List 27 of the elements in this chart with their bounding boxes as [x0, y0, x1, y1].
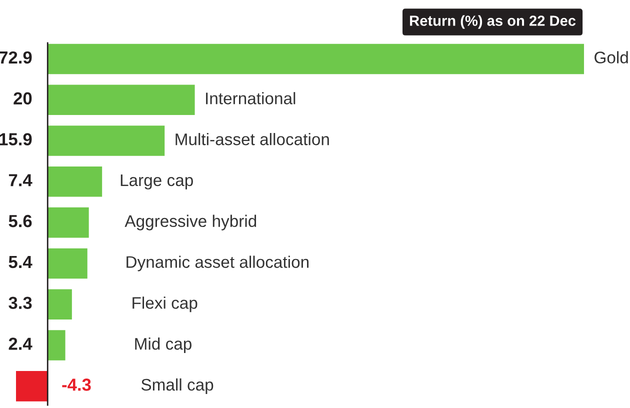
bar — [48, 330, 66, 360]
bar — [16, 371, 48, 402]
data-label: 3.3 — [8, 296, 32, 310]
data-label: -4.3 — [62, 378, 91, 391]
data-label: 5.6 — [8, 214, 32, 228]
data-label: 2.4 — [8, 338, 32, 350]
bar — [48, 166, 102, 197]
bar — [48, 207, 89, 238]
bar — [48, 126, 165, 156]
data-label: 7.4 — [8, 174, 32, 186]
y-tick-label: Multi-asset allocation — [176, 132, 329, 146]
y-tick-label: Flexi cap — [132, 296, 198, 312]
y-tick-label: International — [206, 92, 296, 104]
bar — [48, 44, 584, 74]
chart-title: Return (%) as on 22 Dec — [410, 15, 576, 29]
bar — [48, 248, 88, 279]
y-tick-label: Dynamic asset allocation — [126, 256, 309, 272]
data-label: 5.4 — [8, 256, 32, 268]
y-tick-label: Mid cap — [135, 338, 192, 354]
y-tick-label: Large cap — [120, 174, 193, 190]
y-tick-label: Gold — [594, 51, 628, 64]
bar — [48, 289, 72, 320]
y-tick-label: Small cap — [141, 378, 214, 394]
data-label: 15.9 — [0, 133, 32, 146]
data-label: 20 — [14, 92, 32, 105]
bar — [48, 84, 195, 115]
y-tick-label: Aggressive hybrid — [124, 214, 256, 230]
